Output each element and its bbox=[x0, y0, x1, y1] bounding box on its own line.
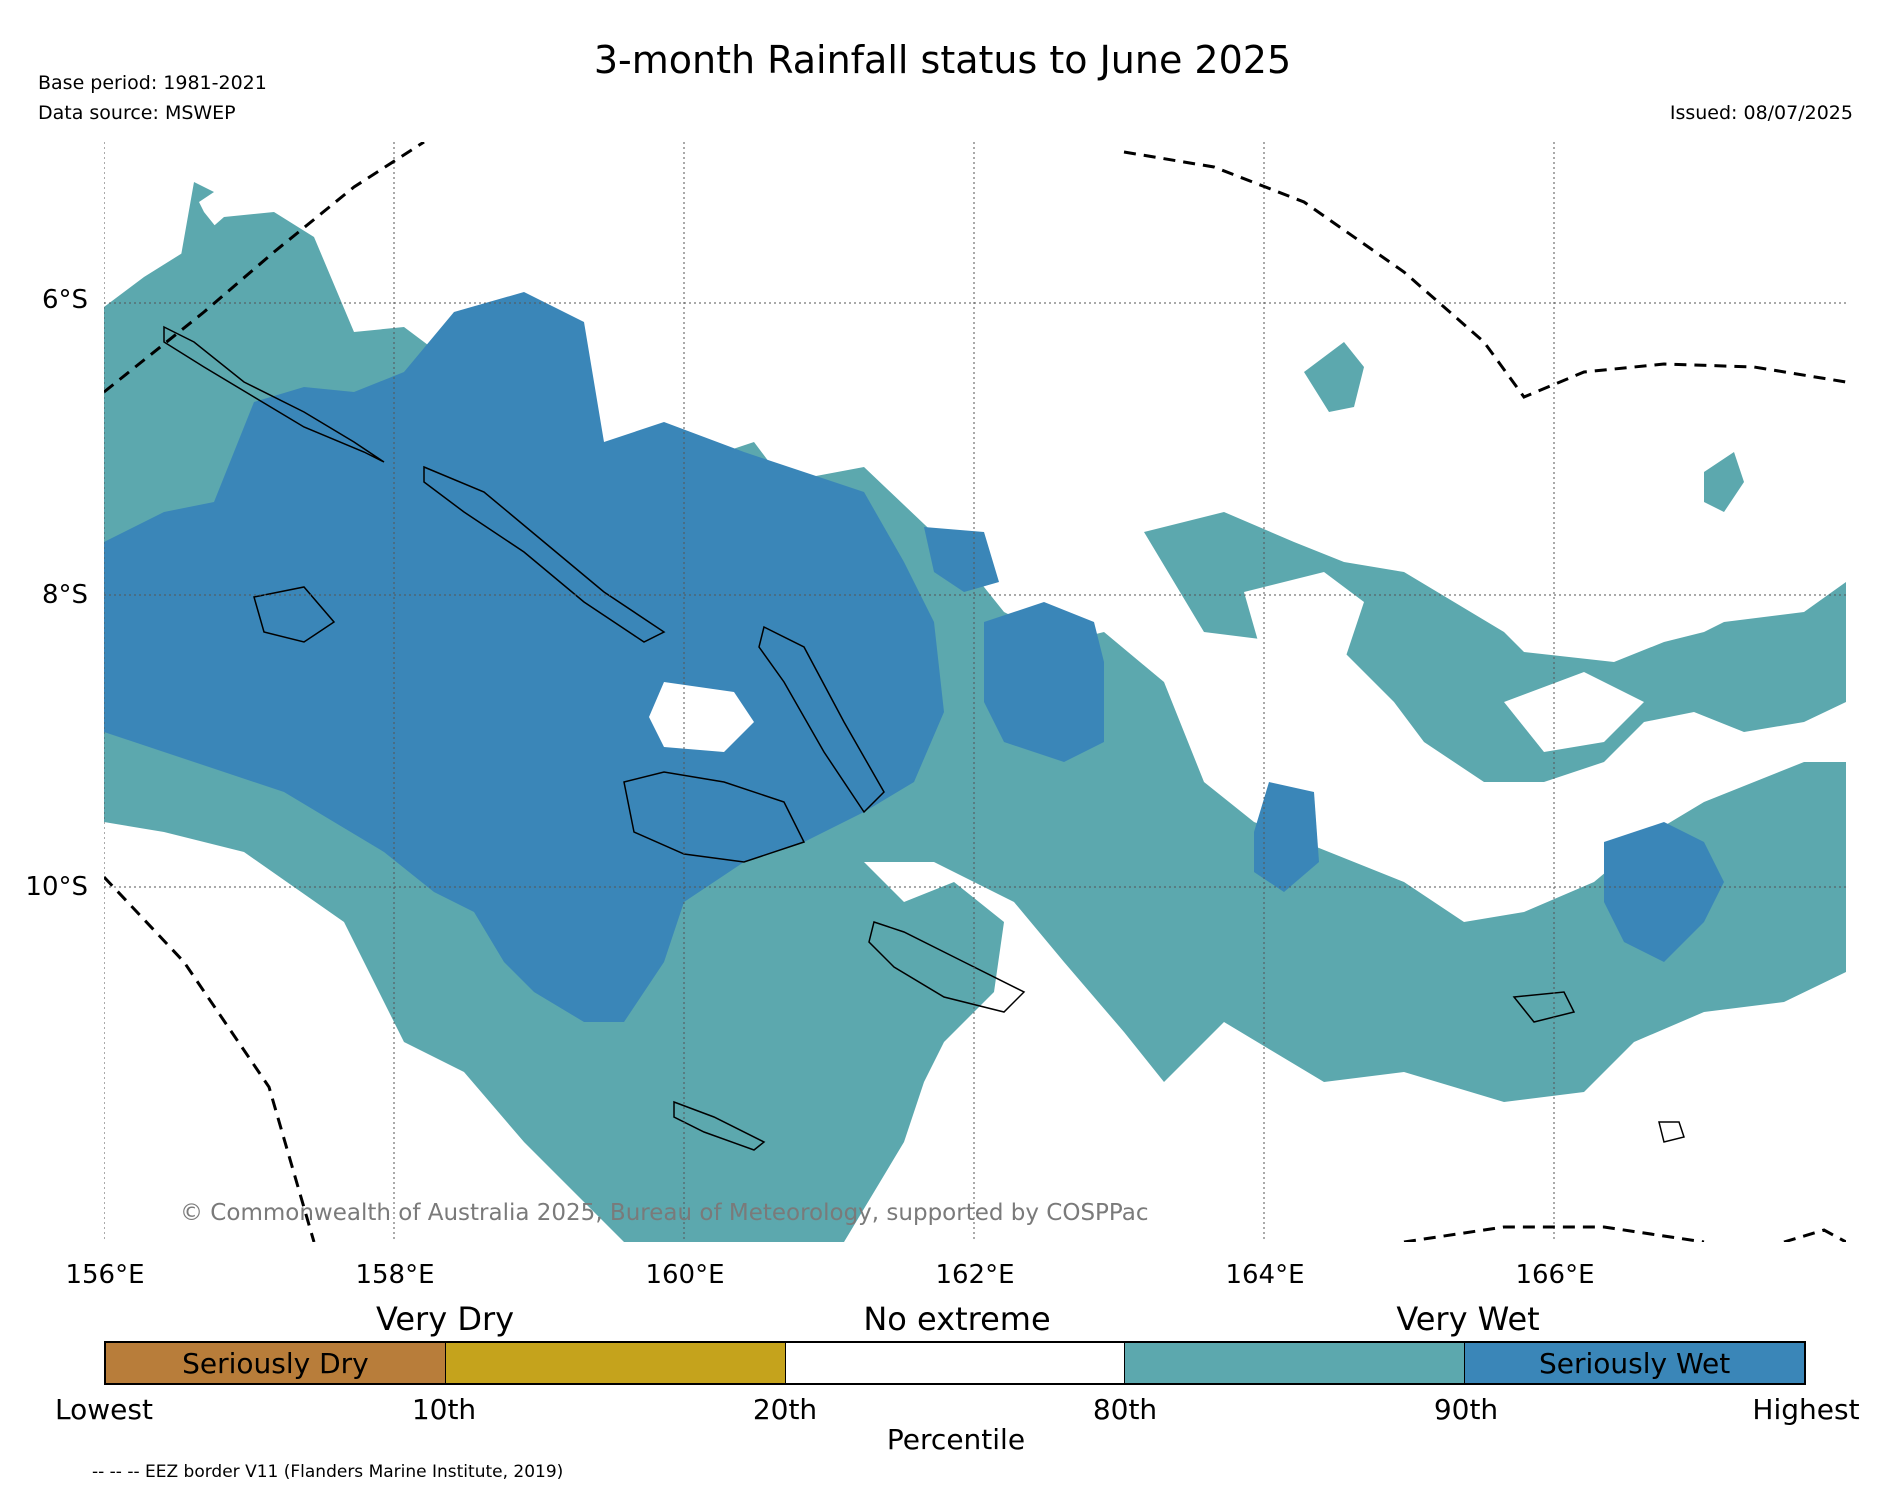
colorbar-seriously-wet: Seriously Wet bbox=[1465, 1343, 1804, 1383]
rainfall-map bbox=[104, 142, 1846, 1242]
coastline-rennell bbox=[673, 1100, 766, 1151]
legend-no-extreme: No extreme bbox=[863, 1300, 1051, 1338]
lon-label-162: 162°E bbox=[935, 1260, 1015, 1290]
lat-label-10s: 10°S bbox=[25, 872, 88, 902]
very-wet-patch-far-ne bbox=[1704, 452, 1744, 512]
tick-20th: 20th bbox=[752, 1393, 818, 1426]
colorbar-very-wet bbox=[1125, 1343, 1466, 1383]
seriously-wet-region-east bbox=[1254, 782, 1319, 892]
tick-highest: Highest bbox=[1752, 1393, 1860, 1426]
no-extreme-patch-3 bbox=[1504, 672, 1644, 752]
coastline-santa-cruz bbox=[1512, 991, 1576, 1023]
tick-lowest: Lowest bbox=[55, 1393, 153, 1426]
coastline-island-1 bbox=[1658, 1121, 1685, 1143]
seriously-wet-region-se bbox=[1604, 822, 1724, 962]
eez-border-nw bbox=[104, 142, 425, 394]
tick-10th: 10th bbox=[411, 1393, 477, 1426]
tick-90th: 90th bbox=[1433, 1393, 1499, 1426]
very-wet-region-east bbox=[1144, 512, 1846, 782]
data-source: Data source: MSWEP bbox=[38, 102, 236, 124]
legend-very-dry: Very Dry bbox=[375, 1300, 515, 1338]
eez-border-south bbox=[1403, 1225, 1846, 1242]
coastline-new-georgia bbox=[253, 586, 336, 643]
colorbar-very-dry bbox=[445, 1343, 786, 1383]
issued-date: Issued: 08/07/2025 bbox=[1669, 102, 1853, 124]
copyright: © Commonwealth of Australia 2025, Bureau… bbox=[180, 1200, 1149, 1226]
lat-label-8s: 8°S bbox=[41, 580, 88, 610]
coastlines bbox=[163, 325, 1685, 1151]
graticule bbox=[104, 142, 1846, 1242]
colorbar: Seriously Dry Seriously Wet bbox=[104, 1341, 1806, 1385]
seriously-wet-region-ne bbox=[924, 527, 999, 592]
coastline-santa-isabel bbox=[423, 465, 666, 643]
very-wet-region-north bbox=[179, 182, 224, 267]
colorbar-seriously-dry: Seriously Dry bbox=[106, 1343, 446, 1383]
map-title: 3-month Rainfall status to June 2025 bbox=[593, 38, 1292, 82]
no-extreme-patch-1 bbox=[649, 682, 754, 752]
eez-border-sw bbox=[104, 875, 316, 1242]
coastline-makira bbox=[868, 921, 1026, 1013]
seriously-wet-region-main bbox=[104, 292, 944, 1022]
coastline-malaita bbox=[758, 625, 885, 814]
eez-borders bbox=[104, 142, 1846, 1242]
legend-very-wet: Very Wet bbox=[1396, 1300, 1540, 1338]
colorbar-axis-label: Percentile bbox=[886, 1423, 1026, 1456]
lon-label-164: 164°E bbox=[1225, 1260, 1305, 1290]
coastline-guadalcanal bbox=[623, 771, 806, 863]
lon-label-156: 156°E bbox=[65, 1260, 145, 1290]
tick-80th: 80th bbox=[1092, 1393, 1158, 1426]
eez-footnote: -- -- -- EEZ border V11 (Flanders Marine… bbox=[92, 1462, 564, 1482]
lon-label-166: 166°E bbox=[1515, 1260, 1595, 1290]
very-wet-patch-ne bbox=[1304, 342, 1364, 412]
lon-label-160: 160°E bbox=[645, 1260, 725, 1290]
lon-label-158: 158°E bbox=[355, 1260, 435, 1290]
lat-label-6s: 6°S bbox=[41, 285, 88, 315]
base-period: Base period: 1981-2021 bbox=[38, 72, 267, 94]
coastline-choiseul bbox=[163, 325, 385, 463]
eez-border-north bbox=[1123, 150, 1846, 399]
seriously-wet-region-central bbox=[984, 602, 1104, 762]
colorbar-no-extreme bbox=[785, 1343, 1126, 1383]
